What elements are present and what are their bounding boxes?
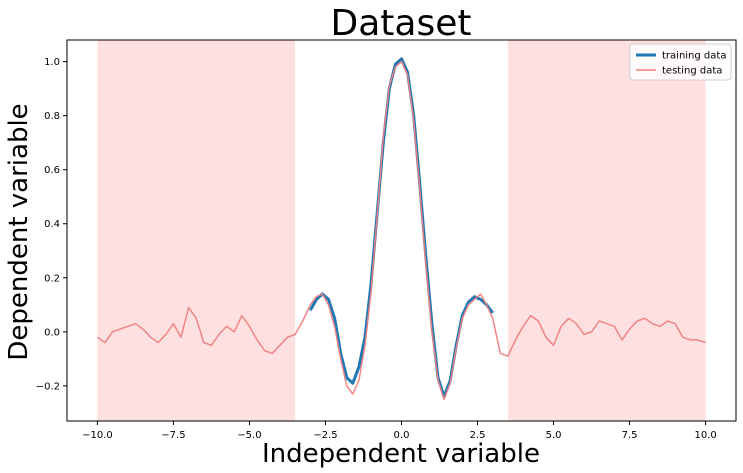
x-tick-label: 2.5: [470, 430, 486, 441]
y-tick-label: 1.0: [44, 57, 60, 68]
x-tick-label: 10.0: [694, 430, 716, 441]
legend-label: training data: [662, 51, 726, 62]
y-tick-label: 0.0: [44, 327, 60, 338]
y-tick-label: 0.2: [44, 273, 60, 284]
data-lines: [96, 57, 706, 401]
x-tick-label: 0.0: [394, 430, 410, 441]
y-tick-label: 0.8: [44, 111, 60, 122]
chart-title: Dataset: [331, 3, 472, 44]
x-axis-label: Independent variable: [262, 439, 540, 469]
x-tick-label: 5.0: [546, 430, 562, 441]
shaded-region-2: [507, 40, 706, 421]
shaded-region-1: [97, 40, 296, 421]
legend-box: [629, 43, 732, 81]
legend-label: testing data: [662, 66, 722, 77]
series-line-training-data: [308, 57, 494, 399]
x-tick-label: −7.5: [161, 430, 185, 441]
x-ticks: −10.0 −7.5 −5.0 −2.5 0.0 2.5 5.0 7.5 10.0: [82, 421, 717, 441]
legend: training data testing data: [629, 43, 732, 81]
shaded-regions: [97, 40, 706, 421]
y-axis-label: Dependent variable: [4, 103, 34, 360]
x-tick-label: −5.0: [237, 430, 261, 441]
x-tick-label: −10.0: [82, 430, 113, 441]
x-tick-label: −2.5: [313, 430, 337, 441]
series-line-testing-data: [96, 60, 706, 401]
y-tick-label: −0.2: [36, 381, 60, 392]
y-tick-label: 0.4: [44, 219, 60, 230]
y-tick-label: 0.6: [44, 165, 60, 176]
y-ticks: −0.2 0.0 0.2 0.4 0.6 0.8 1.0: [36, 57, 67, 392]
x-tick-label: 7.5: [622, 430, 638, 441]
